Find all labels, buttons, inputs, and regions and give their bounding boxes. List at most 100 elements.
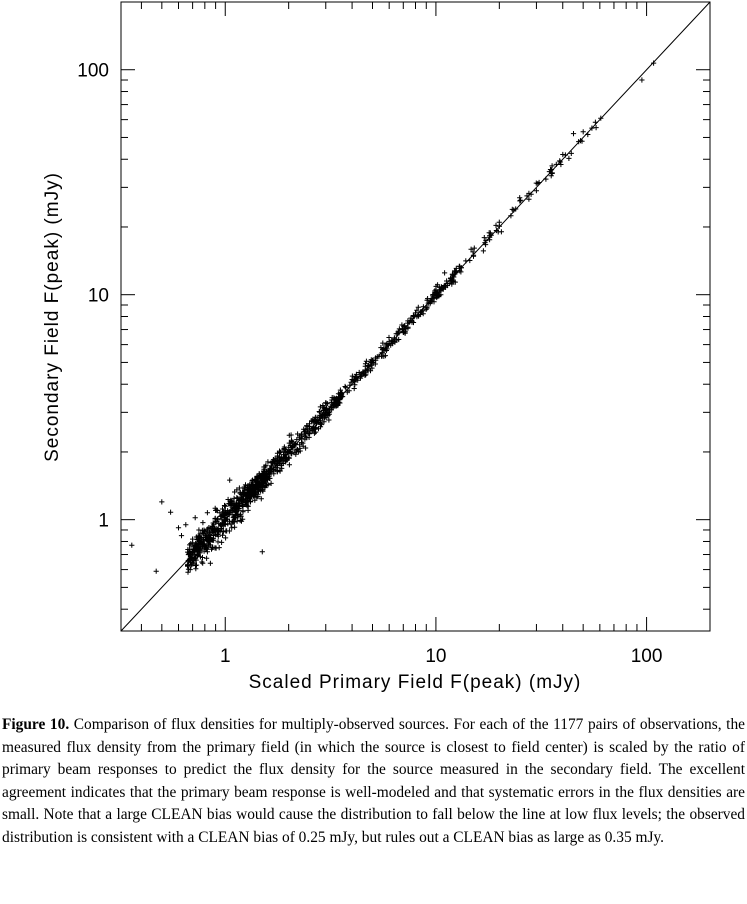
- data-point: [533, 180, 539, 186]
- data-point: [222, 503, 228, 509]
- data-point: [328, 404, 335, 410]
- data-point: [558, 161, 564, 168]
- data-point: [470, 253, 477, 259]
- data-point: [546, 169, 552, 175]
- data-point: [326, 417, 332, 423]
- data-point: [237, 489, 243, 495]
- data-point: [188, 553, 194, 559]
- data-point: [220, 528, 226, 535]
- data-point: [396, 326, 402, 332]
- data-point: [342, 383, 348, 390]
- data-point: [280, 452, 287, 458]
- data-point: [219, 506, 226, 512]
- data-point: [201, 537, 207, 543]
- data-point: [415, 304, 421, 310]
- data-point: [416, 313, 422, 319]
- data-point: [210, 535, 216, 541]
- data-point: [277, 468, 283, 474]
- minor-ticks: [121, 2, 710, 631]
- data-point: [289, 438, 295, 445]
- data-point: [271, 468, 277, 474]
- data-point: [129, 542, 135, 548]
- data-point: [410, 312, 416, 319]
- data-point: [314, 414, 320, 420]
- data-point: [338, 392, 344, 398]
- data-point: [254, 484, 260, 490]
- data-point: [593, 125, 599, 131]
- data-point: [226, 500, 233, 507]
- data-point: [524, 193, 530, 199]
- data-point: [221, 502, 228, 509]
- data-point: [509, 206, 515, 212]
- data-point: [245, 495, 251, 501]
- data-point: [302, 429, 308, 435]
- data-point: [185, 566, 192, 572]
- data-point: [549, 170, 555, 177]
- data-point: [201, 527, 207, 533]
- data-point: [274, 453, 281, 459]
- data-point: [262, 464, 268, 470]
- data-point: [468, 246, 474, 252]
- data-point: [557, 158, 563, 164]
- data-point: [232, 524, 238, 530]
- data-point: [254, 474, 260, 481]
- data-point: [288, 451, 294, 457]
- data-point: [651, 60, 657, 66]
- data-point: [259, 472, 265, 479]
- data-point: [216, 520, 222, 526]
- data-point: [276, 448, 283, 454]
- data-point: [300, 440, 306, 446]
- data-point: [265, 459, 271, 465]
- data-point: [493, 222, 499, 228]
- data-point: [245, 486, 251, 493]
- data-point: [263, 474, 269, 480]
- data-point: [568, 150, 574, 156]
- data-point: [222, 522, 228, 528]
- data-point: [188, 563, 194, 569]
- data-point: [374, 354, 380, 360]
- data-point: [424, 297, 430, 303]
- data-point: [323, 405, 330, 411]
- data-point: [351, 379, 357, 385]
- data-point: [192, 562, 198, 569]
- data-point: [429, 295, 435, 302]
- data-point: [436, 293, 442, 299]
- data-point: [185, 549, 191, 555]
- data-point: [203, 545, 209, 551]
- data-point: [207, 560, 213, 566]
- data-point: [231, 502, 237, 508]
- data-point: [192, 515, 198, 521]
- data-point: [288, 444, 295, 450]
- data-point: [365, 368, 371, 374]
- data-point: [223, 535, 229, 541]
- data-point: [304, 423, 310, 429]
- data-point: [306, 424, 313, 430]
- data-point: [357, 373, 363, 380]
- data-point: [199, 554, 206, 561]
- data-point: [232, 489, 238, 495]
- data-point: [562, 152, 568, 158]
- data-point: [430, 292, 436, 298]
- data-point: [227, 477, 233, 483]
- data-point: [198, 542, 204, 548]
- data-point: [219, 539, 225, 545]
- data-point: [394, 331, 400, 337]
- data-point: [214, 526, 220, 532]
- data-point: [315, 418, 321, 424]
- data-point: [333, 403, 339, 409]
- data-point: [278, 457, 284, 463]
- data-point: [175, 525, 182, 531]
- data-point: [320, 407, 326, 414]
- data-point: [264, 477, 270, 483]
- data-point: [229, 525, 235, 531]
- data-point: [239, 503, 245, 509]
- data-point: [199, 559, 205, 565]
- data-point: [585, 131, 591, 138]
- data-point: [236, 505, 242, 511]
- data-point: [381, 345, 387, 352]
- data-point: [204, 555, 210, 561]
- data-point: [598, 115, 604, 121]
- data-point: [224, 511, 230, 517]
- data-point: [579, 138, 585, 144]
- data-point: [242, 500, 248, 506]
